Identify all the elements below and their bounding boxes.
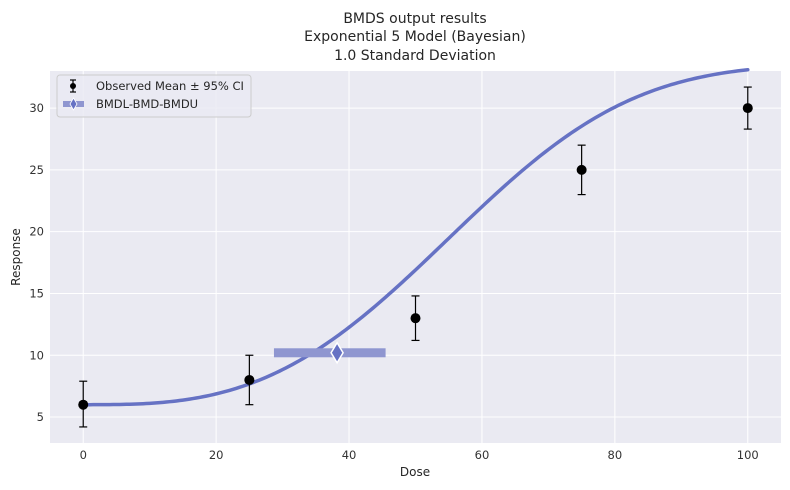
observed-mean-point <box>78 399 89 410</box>
observed-point-group <box>742 86 753 130</box>
observed-point-group <box>244 354 255 406</box>
y-tick-label: 25 <box>29 163 44 177</box>
observed-point-group <box>78 380 89 428</box>
observed-mean-point <box>410 313 421 324</box>
x-axis-label: Dose <box>400 465 430 479</box>
x-tick-label: 80 <box>608 448 623 462</box>
bmd-interval-bar <box>273 348 386 358</box>
y-tick-label: 5 <box>37 410 44 424</box>
x-tick-label: 40 <box>342 448 357 462</box>
x-tick-label: 60 <box>475 448 490 462</box>
legend-observed-icon <box>70 79 76 93</box>
x-tick-label: 20 <box>209 448 224 462</box>
tick-labels: 0 20 40 60 80 100 5 10 15 20 25 30 <box>29 101 758 462</box>
chart-title-line-2: Exponential 5 Model (Bayesian) <box>304 29 526 45</box>
observed-mean-point <box>742 103 753 114</box>
observed-point-group <box>576 144 587 196</box>
model-curve-layer <box>81 67 750 407</box>
plot-background <box>50 71 781 443</box>
y-tick-label: 10 <box>29 348 44 362</box>
observed-layer <box>78 86 753 428</box>
x-tick-label: 0 <box>80 448 87 462</box>
legend-bmd-label: BMDL-BMD-BMDU <box>96 97 198 111</box>
chart-title-line-1: BMDS output results <box>343 11 486 27</box>
chart-title-line-3: 1.0 Standard Deviation <box>334 48 496 64</box>
x-tick-label: 100 <box>737 448 759 462</box>
y-tick-label: 15 <box>29 286 44 300</box>
observed-point-group <box>410 295 421 342</box>
y-tick-label: 20 <box>29 225 44 239</box>
bmd-layer <box>273 341 386 365</box>
y-tick-label: 30 <box>29 101 44 115</box>
legend-observed-label: Observed Mean ± 95% CI <box>96 79 244 93</box>
model-curve <box>81 67 750 407</box>
bmd-marker <box>330 341 344 365</box>
legend-box <box>56 74 252 118</box>
y-axis-label: Response <box>9 228 23 286</box>
observed-mean-point <box>244 374 255 385</box>
observed-mean-point <box>576 164 587 175</box>
legend: Observed Mean ± 95% CI BMDL-BMD-BMDU <box>56 74 252 118</box>
legend-bmd-icon <box>63 97 84 111</box>
